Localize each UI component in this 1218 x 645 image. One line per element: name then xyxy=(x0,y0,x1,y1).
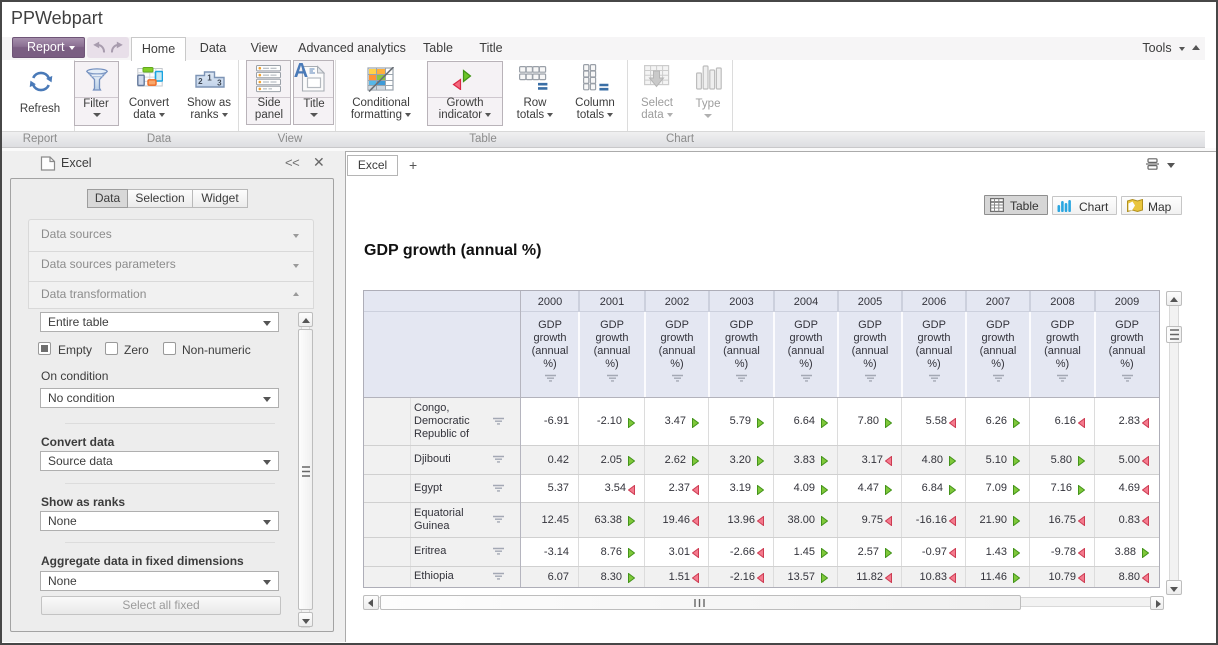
svg-text:A: A xyxy=(294,61,308,82)
svg-text:2: 2 xyxy=(198,77,203,86)
svg-text:3: 3 xyxy=(217,79,222,88)
svg-text:1: 1 xyxy=(207,74,212,83)
